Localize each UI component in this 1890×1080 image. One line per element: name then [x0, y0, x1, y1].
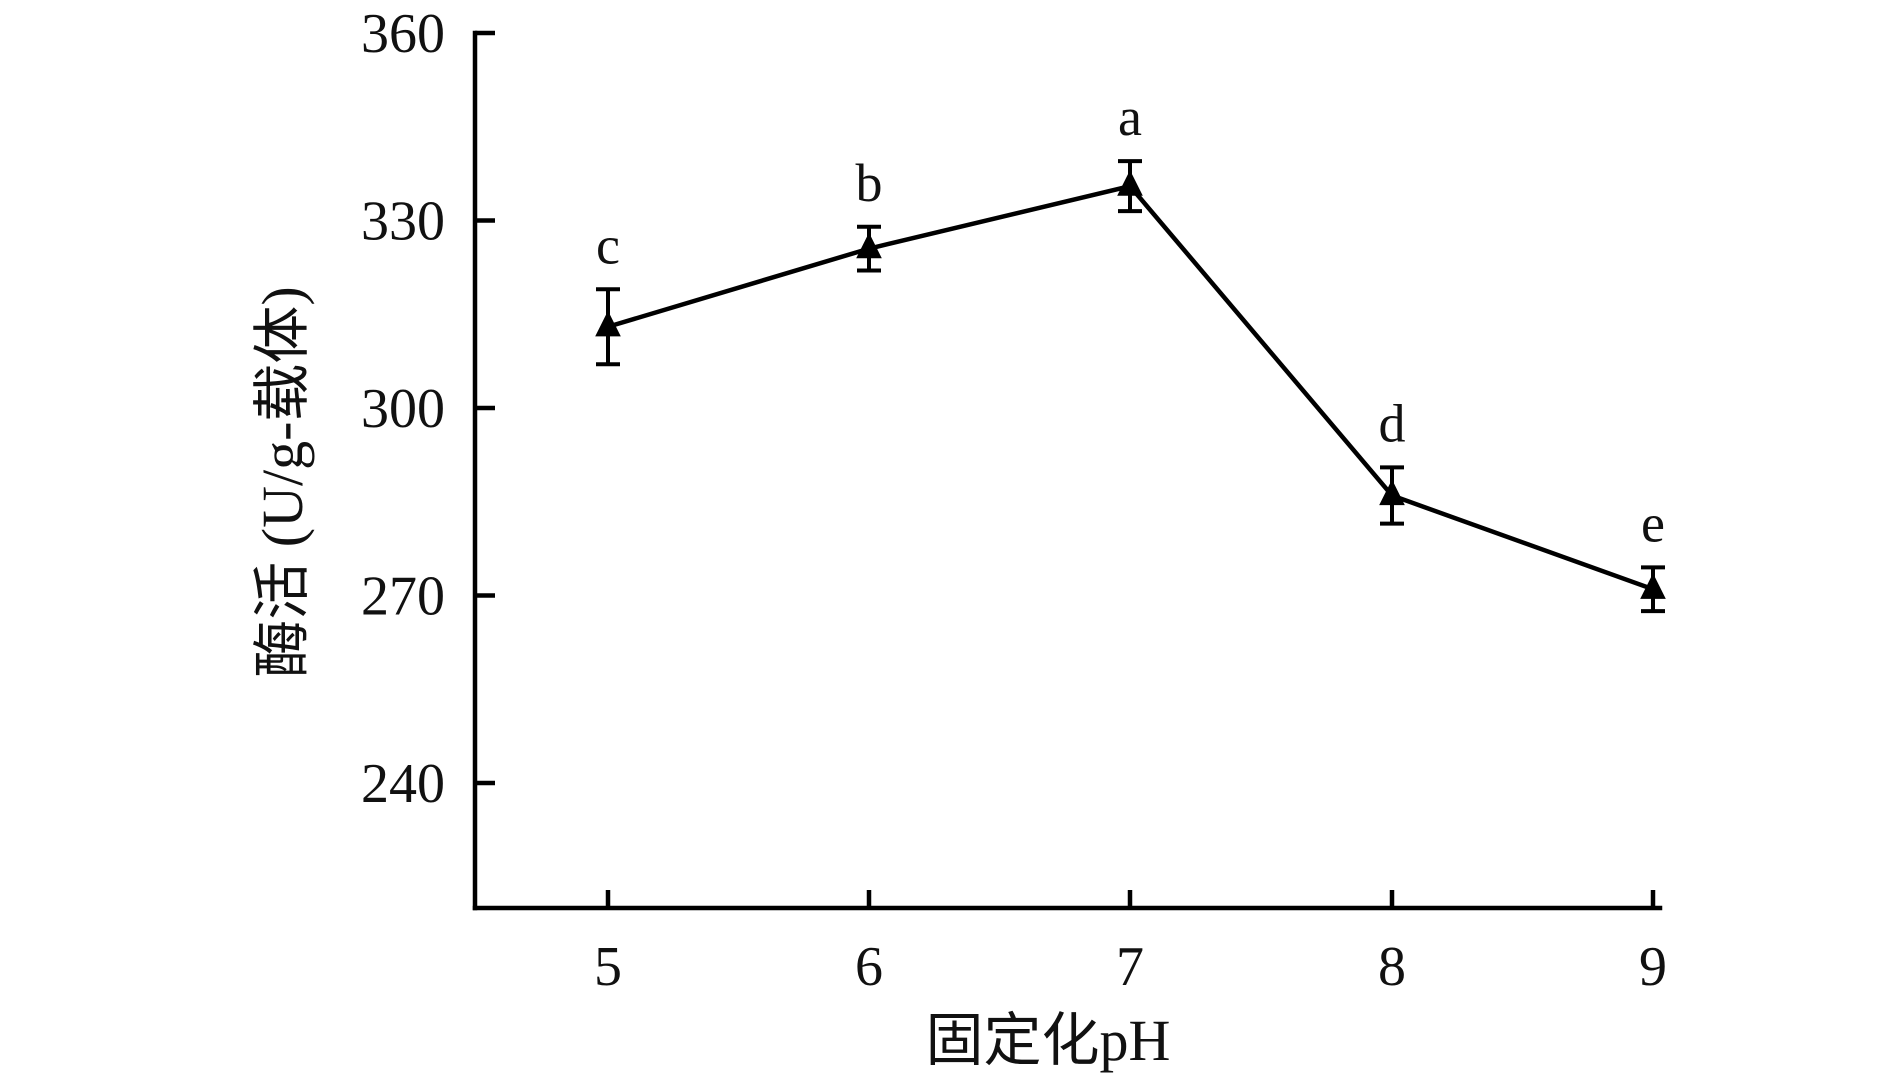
x-tick-label: 8	[1378, 936, 1406, 998]
series-line	[607, 183, 1654, 592]
y-axis-title: 酶活 (U/g-载体)	[250, 286, 315, 677]
significance-label: e	[1641, 493, 1665, 553]
x-tick-label: 7	[1116, 936, 1144, 998]
y-tick-label: 360	[361, 3, 445, 65]
significance-label: c	[596, 215, 620, 275]
data-series	[595, 159, 1666, 614]
data-point-marker	[595, 310, 621, 337]
significance-label: b	[856, 153, 883, 213]
y-tick-label: 300	[361, 378, 445, 440]
ticks: 240 270 300 330 360 5 6 7 8 9	[361, 3, 1667, 998]
y-tick-label: 270	[361, 566, 445, 628]
significance-label: a	[1118, 87, 1142, 147]
x-tick-label: 6	[855, 936, 883, 998]
axes	[472, 30, 1663, 911]
significance-labels: c b a d e	[596, 87, 1665, 553]
x-axis-title: 固定化pH	[926, 1008, 1171, 1073]
y-tick-label: 240	[361, 753, 445, 815]
data-point-marker	[1117, 170, 1143, 196]
x-tick-label: 9	[1639, 936, 1667, 998]
significance-label: d	[1379, 393, 1406, 453]
x-tick-label: 5	[594, 936, 622, 998]
data-point-marker	[856, 232, 882, 259]
data-point-marker	[1379, 479, 1405, 506]
y-tick-label: 330	[361, 191, 445, 253]
data-point-marker	[1640, 573, 1666, 599]
